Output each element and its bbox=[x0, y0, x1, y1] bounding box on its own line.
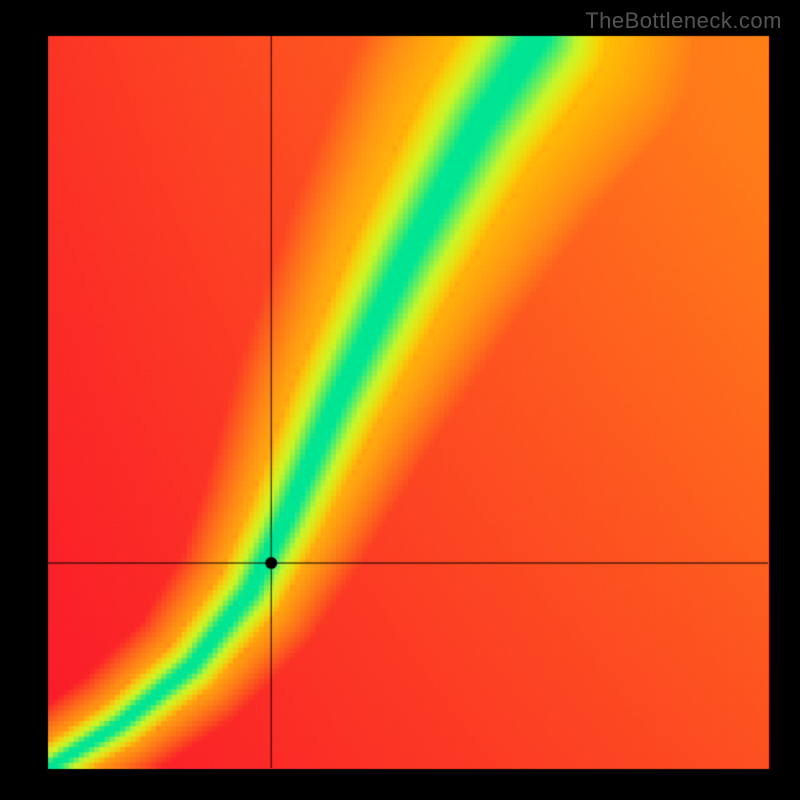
chart-container: TheBottleneck.com bbox=[0, 0, 800, 800]
heatmap-canvas bbox=[0, 0, 800, 800]
watermark-text: TheBottleneck.com bbox=[585, 8, 782, 34]
